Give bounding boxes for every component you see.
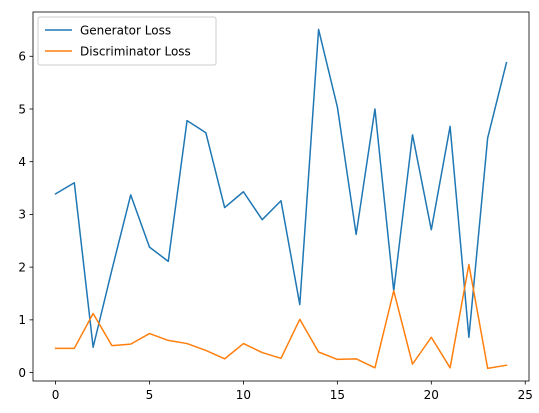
- x-tick-label: 0: [52, 388, 60, 402]
- legend-frame: [37, 16, 217, 66]
- series-layer: [54, 28, 508, 370]
- legend-label-1: Discriminator Loss: [80, 44, 191, 58]
- y-tick-label: 5: [18, 102, 26, 116]
- y-tick-label: 2: [18, 260, 26, 274]
- y-tick-label: 3: [18, 208, 26, 222]
- x-tick-label: 25: [518, 388, 533, 402]
- y-tick-label: 6: [18, 50, 26, 64]
- x-tick-label: 15: [330, 388, 345, 402]
- y-tick-label: 4: [18, 155, 26, 169]
- y-tick-label: 0: [18, 366, 26, 380]
- legend: Generator Loss Discriminator Loss: [37, 16, 217, 66]
- y-axis: 0 1 2 3 4 5 6: [18, 50, 33, 380]
- series-line-1: [54, 263, 508, 370]
- series-line-0: [54, 28, 508, 349]
- x-axis: 0 5 10 15 20 25: [52, 381, 533, 402]
- plot-frame: [32, 11, 530, 382]
- legend-label-0: Generator Loss: [80, 23, 171, 37]
- x-tick-label: 5: [146, 388, 154, 402]
- y-tick-label: 1: [18, 313, 26, 327]
- x-tick-label: 10: [236, 388, 251, 402]
- x-tick-label: 20: [424, 388, 439, 402]
